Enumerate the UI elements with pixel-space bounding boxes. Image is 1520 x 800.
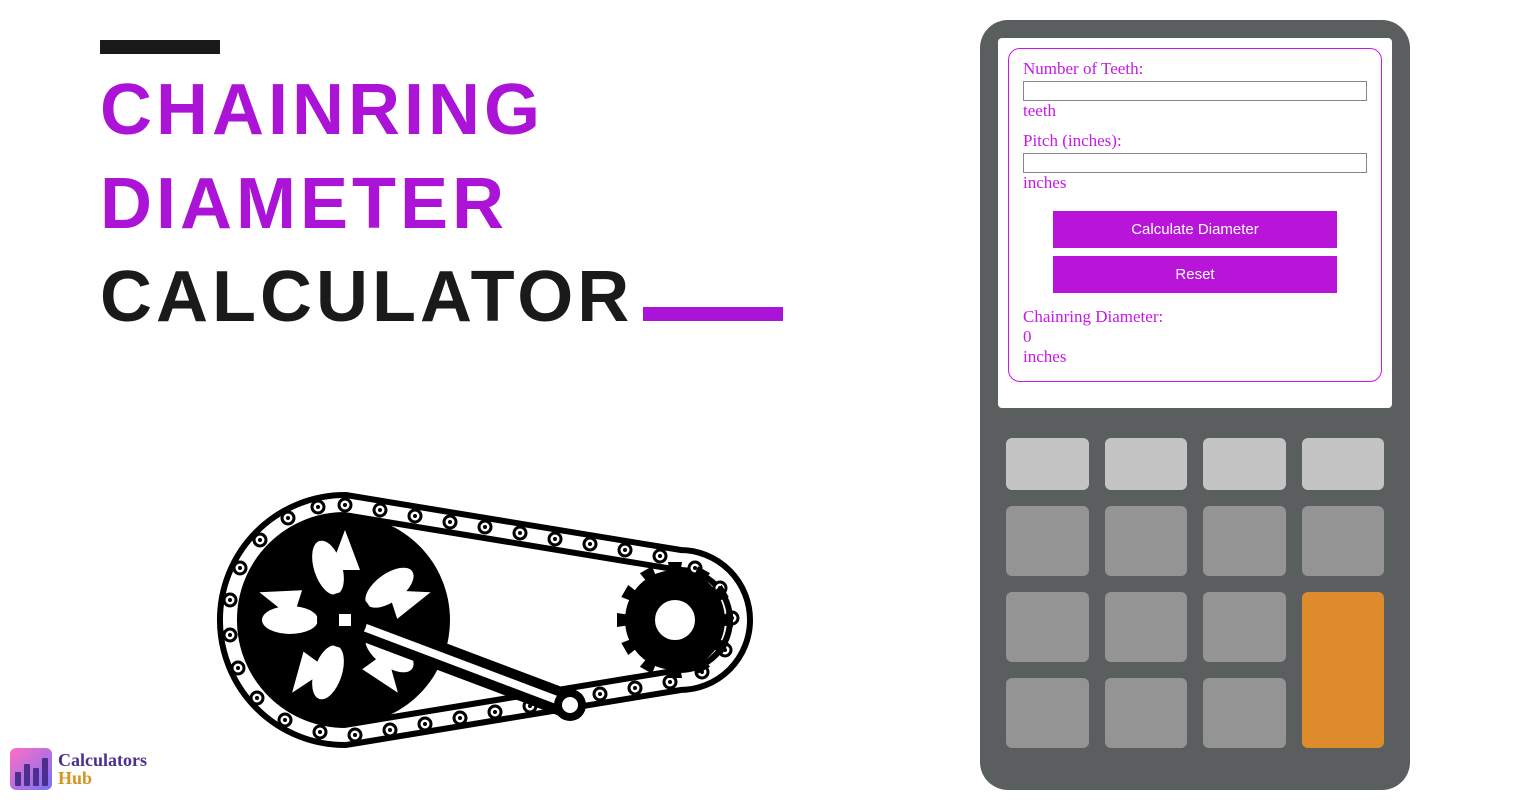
keypad-key[interactable] [1203,678,1286,748]
keypad-key[interactable] [1006,678,1089,748]
brand-logo: Calculators Hub [10,748,147,790]
logo-text-line2: Hub [58,769,147,787]
keypad-key[interactable] [1105,678,1188,748]
keypad-key[interactable] [1203,592,1286,662]
keypad-key[interactable] [1006,592,1089,662]
calculate-button[interactable]: Calculate Diameter [1053,211,1337,248]
result-label: Chainring Diameter: [1023,307,1367,327]
button-row: Calculate Diameter Reset [1023,203,1367,301]
keypad-key[interactable] [1105,506,1188,576]
keypad-key[interactable] [1105,592,1188,662]
chainring-graphic [180,460,800,760]
result-unit: inches [1023,347,1367,367]
title-line-2: DIAMETER [100,158,783,252]
keypad [998,438,1392,748]
calculator-device: Number of Teeth: teeth Pitch (inches): i… [980,20,1410,790]
calculator-form: Number of Teeth: teeth Pitch (inches): i… [1008,48,1382,382]
teeth-label: Number of Teeth: [1023,59,1367,79]
logo-text-line1: Calculators [58,751,147,769]
decor-bar-underline [643,307,783,321]
calculator-screen: Number of Teeth: teeth Pitch (inches): i… [998,38,1392,408]
title-line-3-row: CALCULATOR [100,251,783,345]
logo-icon [10,748,52,790]
keypad-key[interactable] [1302,506,1385,576]
keypad-key[interactable] [1006,438,1089,490]
result-value: 0 [1023,327,1367,347]
teeth-input[interactable] [1023,81,1367,101]
reset-button[interactable]: Reset [1053,256,1337,293]
title-line-3: CALCULATOR [100,257,633,337]
keypad-key[interactable] [1203,506,1286,576]
title-block: CHAINRING DIAMETER CALCULATOR [100,40,783,345]
keypad-key-enter[interactable] [1302,592,1385,748]
keypad-key[interactable] [1105,438,1188,490]
pitch-unit: inches [1023,173,1367,193]
decor-bar-top [100,40,220,54]
pitch-label: Pitch (inches): [1023,131,1367,151]
keypad-key[interactable] [1203,438,1286,490]
keypad-key[interactable] [1006,506,1089,576]
result-block: Chainring Diameter: 0 inches [1023,307,1367,367]
keypad-key[interactable] [1302,438,1385,490]
teeth-unit: teeth [1023,101,1367,121]
title-line-1: CHAINRING [100,64,783,158]
pitch-input[interactable] [1023,153,1367,173]
logo-text: Calculators Hub [58,751,147,787]
